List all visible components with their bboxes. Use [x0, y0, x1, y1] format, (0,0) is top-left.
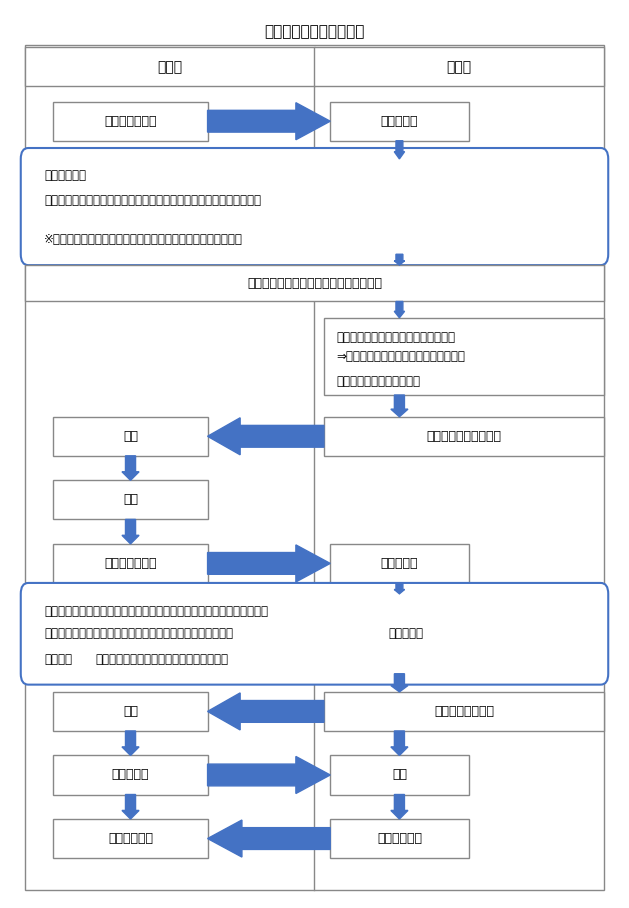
Bar	[53, 755, 208, 794]
FancyBboxPatch shape	[21, 148, 608, 265]
FancyArrow shape	[391, 674, 408, 692]
Text: 受領: 受領	[392, 768, 407, 782]
Text: 完了報告書提出: 完了報告書提出	[104, 557, 157, 570]
Bar	[53, 480, 208, 519]
Bar	[53, 544, 208, 583]
FancyArrow shape	[208, 545, 330, 582]
Text: 受領: 受領	[123, 429, 138, 443]
Text: 令和７年２: 令和７年２	[389, 627, 424, 640]
Bar	[330, 819, 469, 858]
Text: 対象システムの設置工事が完了した日若しくはその代金の支払を完了し: 対象システムの設置工事が完了した日若しくはその代金の支払を完了し	[44, 606, 268, 618]
Bar	[330, 544, 469, 583]
FancyArrow shape	[394, 301, 404, 318]
Text: ⇒予算の範囲を超えた時点で、それ以降: ⇒予算の範囲を超えた時点で、それ以降	[337, 350, 465, 363]
Bar	[25, 47, 315, 86]
Text: 受付・審査: 受付・審査	[381, 114, 418, 128]
Bar	[25, 265, 604, 301]
Bar	[330, 755, 469, 794]
Bar	[324, 417, 604, 456]
Text: 受付・審査: 受付・審査	[381, 557, 418, 570]
Bar	[53, 417, 208, 456]
Text: 着工: 着工	[123, 493, 138, 507]
FancyArrow shape	[394, 141, 404, 159]
FancyBboxPatch shape	[21, 583, 608, 685]
Text: 抽選予定日：令和６年１０月４日（金）: 抽選予定日：令和６年１０月４日（金）	[247, 277, 382, 290]
Text: 月２８日: 月２８日	[44, 653, 72, 666]
Bar	[53, 819, 208, 858]
Text: ※予算の範囲を超える申請があった場合は、抽選を行います。: ※予算の範囲を超える申請があった場合は、抽選を行います。	[44, 233, 243, 246]
FancyArrow shape	[208, 418, 324, 455]
Text: （不）交付決定通知書: （不）交付決定通知書	[426, 429, 501, 443]
FancyArrow shape	[391, 731, 408, 755]
Text: のいずれか早い日までに完了報告書を提出: のいずれか早い日までに完了報告書を提出	[96, 653, 228, 666]
Text: の順番の申請は不交付決定: の順番の申請は不交付決定	[337, 375, 421, 388]
Text: 交付申請書提出: 交付申請書提出	[104, 114, 157, 128]
FancyArrow shape	[122, 731, 139, 755]
FancyArrow shape	[208, 820, 330, 857]
FancyArrow shape	[394, 254, 404, 265]
Text: 請求書提出: 請求書提出	[112, 768, 149, 782]
FancyArrow shape	[122, 456, 139, 480]
FancyArrow shape	[122, 519, 139, 544]
Bar	[330, 102, 469, 141]
Bar	[314, 47, 604, 86]
Bar	[53, 102, 208, 141]
FancyArrow shape	[391, 794, 408, 819]
FancyArrow shape	[208, 756, 330, 794]
FancyArrow shape	[208, 103, 330, 140]
Text: 交付額確定通知書: 交付額確定通知書	[434, 705, 494, 718]
Text: 下関市: 下関市	[447, 60, 472, 74]
Text: 令和６年９月２日（月）から令和６年９月３０日（月）まで（必着）: 令和６年９月２日（月）から令和６年９月３０日（月）まで（必着）	[44, 194, 261, 207]
Text: た日のいずれか遅い日から起算して３０日を経過する日又は: た日のいずれか遅い日から起算して３０日を経過する日又は	[44, 627, 233, 640]
Text: 抽選で決まった順番に審査・交付決定: 抽選で決まった順番に審査・交付決定	[337, 331, 455, 344]
Text: 補助金の受領: 補助金の受領	[108, 832, 153, 845]
Bar	[53, 692, 208, 731]
FancyArrow shape	[122, 794, 139, 819]
Text: 後期申請のスケジュール: 後期申請のスケジュール	[264, 25, 365, 39]
FancyArrow shape	[394, 583, 404, 594]
Text: 申請者: 申請者	[157, 60, 182, 74]
Bar	[324, 692, 604, 731]
Text: 補助金の交付: 補助金の交付	[377, 832, 422, 845]
Text: 申請受付期間: 申請受付期間	[44, 169, 86, 182]
FancyArrow shape	[208, 693, 324, 730]
FancyArrow shape	[391, 395, 408, 417]
Text: 受領: 受領	[123, 705, 138, 718]
Bar	[324, 318, 604, 395]
